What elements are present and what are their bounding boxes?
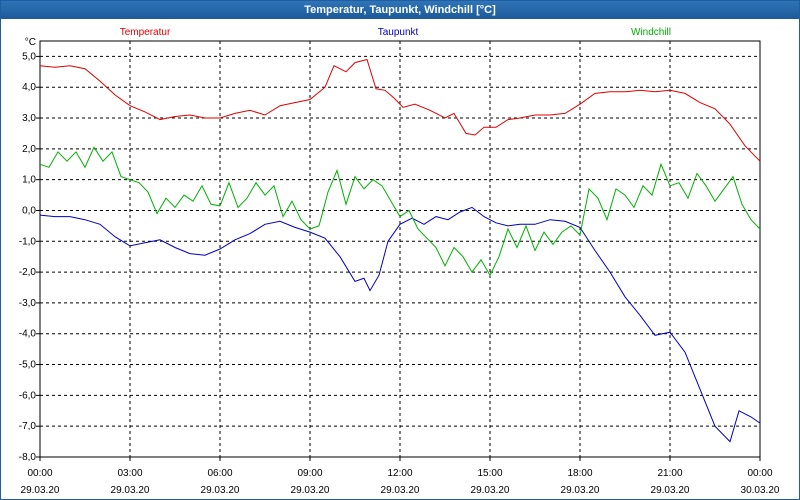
y-tick-label: 3,0	[22, 113, 36, 124]
x-tick-time: 00:00	[747, 468, 772, 479]
legend-taupunkt: Taupunkt	[378, 27, 419, 38]
x-tick-time: 15:00	[477, 468, 502, 479]
x-tick-time: 18:00	[567, 468, 592, 479]
y-tick-label: 0,0	[22, 205, 36, 216]
x-tick-time: 21:00	[657, 468, 682, 479]
series-line-windchill	[39, 146, 761, 277]
y-tick-label: -4,0	[19, 329, 37, 340]
series-line-temperatur	[39, 58, 761, 162]
y-tick-label: -2,0	[19, 267, 37, 278]
x-tick-time: 00:00	[27, 468, 52, 479]
y-tick-label: -3,0	[19, 298, 37, 309]
y-tick-label: 1,0	[22, 175, 36, 186]
y-tick-label: -1,0	[19, 236, 37, 247]
x-tick-date: 29.03.20	[471, 485, 510, 496]
x-tick-time: 03:00	[117, 468, 142, 479]
y-tick-label: 2,0	[22, 144, 36, 155]
x-tick-date: 29.03.20	[21, 485, 60, 496]
y-tick-label: -6,0	[19, 390, 37, 401]
series-line-taupunkt	[39, 206, 761, 443]
x-tick-date: 29.03.20	[291, 485, 330, 496]
y-tick-label: -5,0	[19, 360, 37, 371]
x-tick-date: 29.03.20	[201, 485, 240, 496]
line-chart: 5,0 4,0 3,0 2,0 1,0 0,0 -1,0 -2,0 -3,0 -4,0 -5,0 -6…	[19, 27, 780, 496]
x-tick-time: 09:00	[297, 468, 322, 479]
y-tick-label: -8,0	[19, 452, 37, 463]
y-axis-label: °C	[25, 37, 36, 48]
x-tick-date: 29.03.20	[111, 485, 150, 496]
x-tick-time: 06:00	[207, 468, 232, 479]
x-tick-date: 29.03.20	[381, 485, 420, 496]
legend-windchill: Windchill	[631, 27, 671, 38]
y-tick-label: -7,0	[19, 421, 37, 432]
y-tick-label: 5,0	[22, 51, 36, 62]
legend-temperatur: Temperatur	[120, 27, 171, 38]
x-tick-time: 12:00	[387, 468, 412, 479]
window-title: Temperatur, Taupunkt, Windchill [°C]	[1, 1, 799, 19]
x-tick-date: 29.03.20	[561, 485, 600, 496]
y-tick-label: 4,0	[22, 82, 36, 93]
x-tick-date: 29.03.20	[651, 485, 690, 496]
x-tick-date: 30.03.20	[741, 485, 780, 496]
